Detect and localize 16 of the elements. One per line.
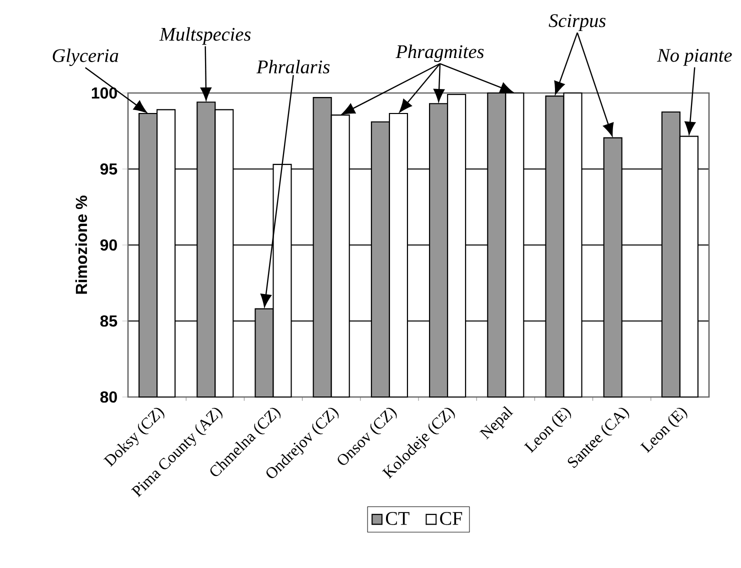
text: Phragmites: [396, 44, 484, 62]
y-axis-title: Rimozione %: [75, 196, 88, 294]
y-tick-label: 80: [100, 391, 117, 403]
y-tick-label: 100: [92, 87, 117, 99]
y-tick-label: 95: [100, 163, 118, 175]
text: Glyceria: [52, 48, 118, 66]
text: Scirpus: [548, 14, 606, 32]
text: No piante: [656, 48, 732, 66]
y-tick-label: 85: [100, 315, 118, 327]
y-tick-label: 90: [100, 239, 117, 251]
x-tick-label: Leon (E): [524, 408, 572, 453]
text: Multspecies: [159, 27, 251, 45]
legend-label: CF: [440, 512, 462, 525]
x-tick-label: Leon (E): [640, 408, 688, 453]
legend-label: CT: [386, 512, 410, 525]
text: Phralaris: [256, 60, 330, 74]
